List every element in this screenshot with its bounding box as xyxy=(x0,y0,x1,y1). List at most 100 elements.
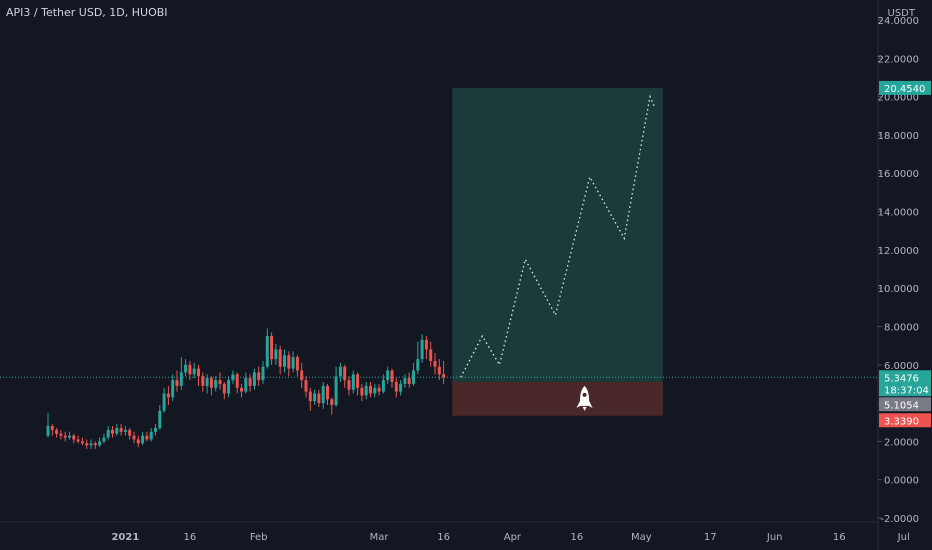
candle-body xyxy=(175,380,179,386)
rocket-icon xyxy=(576,385,593,411)
candle-body xyxy=(106,429,110,438)
time-axis[interactable]: 2021 16 Feb Mar 16 Apr 16 May 17 Jun 16 Jul xyxy=(111,532,909,543)
candle xyxy=(162,387,166,413)
candle xyxy=(218,372,222,390)
candle-body xyxy=(222,383,226,394)
candle-body xyxy=(93,443,97,446)
candle xyxy=(261,360,265,384)
candle-body xyxy=(59,433,63,436)
candle-body xyxy=(55,429,59,434)
price-tag: 3.3390 xyxy=(879,413,931,428)
price-axis-label: 20.0000 xyxy=(878,93,919,104)
candle xyxy=(63,431,67,442)
stop-zone xyxy=(452,381,663,416)
rocket-fin-right xyxy=(588,399,593,408)
candle-body xyxy=(394,382,398,392)
price-tag-bg xyxy=(879,397,931,412)
candle-body xyxy=(50,426,54,430)
candle-body xyxy=(244,378,248,392)
candle xyxy=(274,343,278,365)
time-axis-label: 16 xyxy=(571,532,584,543)
candle xyxy=(123,426,127,436)
candle-body xyxy=(377,387,381,392)
price-axis-label: 0.0000 xyxy=(884,476,919,487)
candle xyxy=(201,372,205,392)
candle xyxy=(106,426,110,440)
time-axis-label: 16 xyxy=(437,532,450,543)
candle xyxy=(377,383,381,396)
candle xyxy=(343,364,347,388)
candle-body xyxy=(158,410,162,428)
candle xyxy=(386,366,390,384)
candle xyxy=(128,427,132,440)
candle xyxy=(313,389,317,405)
candle xyxy=(360,383,364,402)
candle-body xyxy=(381,380,385,392)
candle xyxy=(257,366,261,386)
candle-body xyxy=(132,435,136,440)
candle xyxy=(356,372,360,396)
candle-body xyxy=(171,380,175,398)
candle xyxy=(287,351,291,377)
candle xyxy=(149,427,153,442)
candle xyxy=(330,397,334,415)
candle xyxy=(304,376,308,398)
candle-body xyxy=(300,370,304,381)
candle xyxy=(317,389,321,407)
price-tag-countdown: 18:37:04 xyxy=(884,385,929,396)
time-axis-label: Apr xyxy=(504,532,522,543)
candle xyxy=(98,437,102,448)
candle xyxy=(351,370,355,394)
price-axis-label: 14.0000 xyxy=(878,208,919,219)
price-axis-label: 16.0000 xyxy=(878,169,919,180)
rocket-flame xyxy=(582,406,587,411)
time-axis-label: Mar xyxy=(370,532,390,543)
candle xyxy=(89,439,93,450)
candle-body xyxy=(162,393,166,411)
candle-body xyxy=(356,374,360,388)
candle-body xyxy=(386,370,390,381)
candle-body xyxy=(364,385,368,396)
price-axis-label: 6.0000 xyxy=(884,361,919,372)
candle-body xyxy=(209,378,213,388)
candle xyxy=(437,359,441,381)
candle xyxy=(433,353,437,375)
candle xyxy=(145,431,149,442)
candle-body xyxy=(235,374,239,388)
candle-body xyxy=(192,368,196,375)
candle-body xyxy=(265,336,269,367)
candle xyxy=(283,349,286,373)
candle xyxy=(252,368,256,390)
price-axis-label: 22.0000 xyxy=(878,54,919,65)
candle xyxy=(205,374,209,394)
candle xyxy=(214,376,218,392)
price-axis-label: 2.0000 xyxy=(884,437,919,448)
candle xyxy=(132,431,136,444)
candle-body xyxy=(424,339,428,350)
candle-body xyxy=(261,366,265,381)
candle-body xyxy=(218,380,222,384)
candle-body xyxy=(420,339,424,360)
candle xyxy=(394,378,398,398)
candle xyxy=(278,345,282,375)
candle-body xyxy=(326,385,329,400)
candle xyxy=(72,433,76,444)
candle xyxy=(407,372,411,388)
candle-body xyxy=(429,349,433,361)
price-axis-label: 18.0000 xyxy=(878,131,919,142)
candle xyxy=(111,426,114,438)
candle-body xyxy=(166,393,170,398)
price-tag-bg xyxy=(879,370,931,397)
candle xyxy=(381,374,385,394)
candle-body xyxy=(123,429,127,432)
candle xyxy=(197,364,200,386)
candle-body xyxy=(46,426,50,436)
candle xyxy=(399,380,403,396)
candle-body xyxy=(283,355,286,367)
candle xyxy=(231,370,235,384)
candle-body xyxy=(287,355,291,369)
candle-body xyxy=(308,391,312,402)
price-tag: 20.4540 xyxy=(879,80,931,95)
